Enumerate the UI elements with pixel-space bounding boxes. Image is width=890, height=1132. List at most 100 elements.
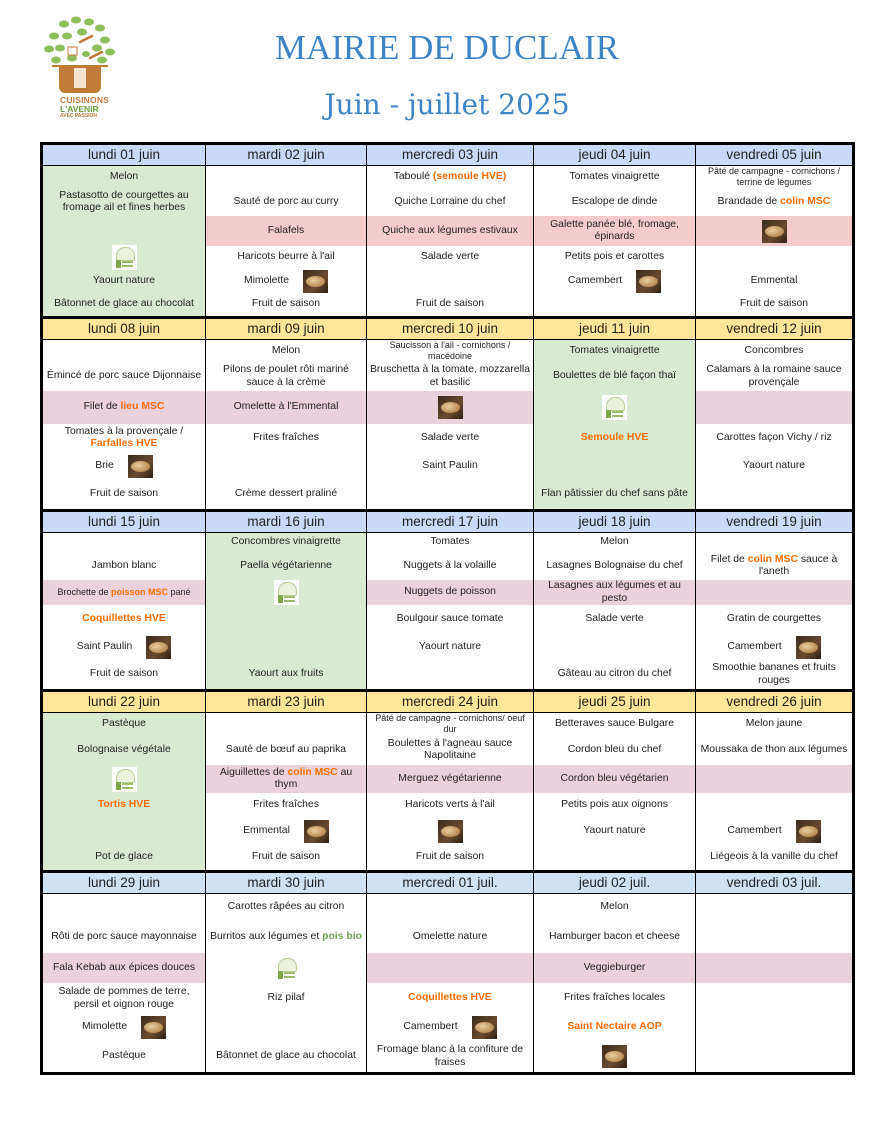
vegetarien-logo-icon bbox=[111, 766, 137, 792]
menu-item-text: Saint Paulin bbox=[422, 459, 478, 471]
day-header: lundi 22 juin bbox=[43, 692, 205, 712]
cheese-dairy: Emmental bbox=[206, 818, 366, 845]
menu-item-text: Melon bbox=[271, 344, 301, 356]
starter: Melon bbox=[206, 340, 366, 362]
menu-item-text: Frites fraîches bbox=[253, 799, 319, 811]
day-header: jeudi 02 juil. bbox=[533, 873, 695, 893]
day-column: Carottes râpées au citron Burritos aux lé… bbox=[205, 894, 366, 1072]
day-column: Melon Pastasotto de courgettes au fromage… bbox=[43, 166, 205, 316]
side-dish: Boulgour sauce tomate bbox=[367, 605, 533, 634]
menu-item-text: Sauté de porc au curry bbox=[233, 195, 339, 207]
menu-week: lundi 15 juin mardi 16 juin mercredi 17 ju… bbox=[43, 509, 852, 689]
menu-item-text: Bruschetta à la tomate, mozzarella et ba… bbox=[370, 364, 530, 388]
dessert: Fruit de saison bbox=[367, 293, 533, 316]
menu-item-text: Fruit de saison bbox=[251, 298, 321, 310]
menu-item-text-part: Brie bbox=[95, 459, 114, 471]
logo-text-line1: CUISINONS bbox=[60, 95, 110, 105]
main-dish: Bruschetta à la tomate, mozzarella et ba… bbox=[367, 362, 533, 391]
week-body: Pastèque Bolognaise végétale Tortis HVE Pot… bbox=[43, 713, 852, 870]
menu-item-text: Lasagnes Bolognaise du chef bbox=[546, 559, 683, 571]
menu-item-text: Gratin de courgettes bbox=[726, 613, 822, 625]
bread-icon bbox=[303, 269, 329, 293]
main-dish: Sauté de bœuf au paprika bbox=[206, 735, 366, 765]
dessert: Fruit de saison bbox=[43, 480, 205, 509]
bread-icon bbox=[602, 1045, 627, 1068]
cooking-pot-leaves-icon bbox=[44, 16, 115, 93]
vegetarien-logo-icon bbox=[273, 955, 299, 981]
bread-icon bbox=[437, 820, 463, 843]
side-dish bbox=[696, 983, 852, 1014]
menu-item-text: Mimolette bbox=[82, 1021, 127, 1034]
starter: Melon bbox=[43, 166, 205, 188]
side-dish: Tomates à la provençale / Farfalles HVE bbox=[43, 424, 205, 452]
dessert: Fruit de saison bbox=[43, 660, 205, 689]
day-header: vendredi 26 juin bbox=[695, 692, 852, 712]
dessert bbox=[534, 1041, 695, 1072]
side-dish: Petits pois aux oignons bbox=[534, 793, 695, 818]
menu-item-text-part: Saint Paulin bbox=[76, 640, 133, 652]
menu-item-text: Yaourt aux fruits bbox=[248, 668, 324, 680]
menu-item-text: Taboulé (semoule HVE) bbox=[394, 171, 507, 184]
starter: Carottes râpées au citron bbox=[206, 894, 366, 921]
cheese-dairy: Camembert bbox=[367, 1014, 533, 1041]
menu-item-text: Emmental bbox=[243, 825, 290, 838]
starter: Pâté de campagne - cornichons / terrine … bbox=[696, 166, 852, 188]
vegetarian-alternative: Lasagnes aux légumes et au pesto bbox=[534, 580, 695, 605]
vegetarian-alternative: Merguez végétarienne bbox=[367, 765, 533, 793]
week-header-row: lundi 15 juin mardi 16 juin mercredi 17 ju… bbox=[43, 512, 852, 533]
day-column: Melon Hamburger bacon et cheese Veggieburg… bbox=[533, 894, 695, 1072]
side-dish: Frites fraîches bbox=[206, 793, 366, 818]
main-dish: Boulettes de blé façon thaï bbox=[534, 362, 695, 391]
dessert bbox=[534, 293, 695, 316]
dessert: Pastèque bbox=[43, 1041, 205, 1072]
dessert bbox=[696, 480, 852, 509]
menu-item-text: Filet de colin MSC sauce à l'aneth bbox=[699, 554, 849, 579]
vegetarian-alternative bbox=[206, 953, 366, 983]
starter: Pastèque bbox=[43, 713, 205, 735]
menu-item-text: Fruit de saison bbox=[89, 488, 159, 500]
menu-item-text: Carottes râpées au citron bbox=[227, 901, 345, 913]
menu-item-text: Pilons de poulet rôti mariné sauce à la … bbox=[223, 364, 349, 388]
dessert bbox=[534, 845, 695, 870]
menu-item-text: Camembert bbox=[727, 641, 781, 654]
side-dish bbox=[696, 793, 852, 818]
side-dish: Salade de pommes de terre, persil et oig… bbox=[43, 983, 205, 1014]
menu-item-text: Saint Paulin bbox=[77, 641, 132, 654]
menu-item-text: Lasagnes aux légumes et au pesto bbox=[548, 580, 681, 604]
menu-item-text-part: sauce à l'aneth bbox=[758, 553, 838, 578]
label-highlight: Farfalles HVE bbox=[90, 438, 158, 449]
menu-week: lundi 22 juin mardi 23 juin mercredi 24 ju… bbox=[43, 689, 852, 870]
menu-item-text: Burritos aux légumes et pois bio bbox=[210, 931, 362, 944]
dessert: Fruit de saison bbox=[206, 845, 366, 870]
menu-item-text: Coquillettes HVE bbox=[82, 613, 166, 626]
menu-item-text: Camembert bbox=[568, 275, 622, 288]
menu-item-text: Omelette nature bbox=[412, 930, 488, 942]
vegetarian-alternative: Brochette de poisson MSC pané bbox=[43, 580, 205, 605]
label-highlight: colin MSC bbox=[780, 195, 831, 207]
bread-icon bbox=[795, 635, 821, 659]
day-header: vendredi 03 juil. bbox=[695, 873, 852, 893]
menu-item-text-part: Taboulé bbox=[393, 170, 433, 182]
vegetarien-logo-icon bbox=[602, 395, 627, 420]
menu-item-text-part: Camembert bbox=[727, 825, 782, 837]
day-header: lundi 29 juin bbox=[43, 873, 205, 893]
vegetarian-alternative bbox=[696, 391, 852, 424]
main-dish: Escalope de dinde bbox=[534, 188, 695, 216]
day-header: jeudi 25 juin bbox=[533, 692, 695, 712]
dessert: Smoothie bananes et fruits rouges bbox=[696, 660, 852, 689]
label-highlight: Coquillettes HVE bbox=[408, 992, 492, 1004]
day-column: Saucisson à l'ail - cornichons / macédoi… bbox=[366, 340, 533, 509]
dessert: Bâtonnet de glace au chocolat bbox=[206, 1041, 366, 1072]
menu-item-text: Boulettes de blé façon thaï bbox=[552, 370, 677, 382]
main-dish: Boulettes à l'agneau sauce Napolitaine bbox=[367, 735, 533, 765]
day-column: Melon Pilons de poulet rôti mariné sauce … bbox=[205, 340, 366, 509]
menu-item-text: Betteraves sauce Bulgare bbox=[555, 717, 674, 729]
menu-item-text: Filet de lieu MSC bbox=[84, 401, 165, 414]
menu-item-text-part: Saucisson à l'ail - cornichons / macédoi… bbox=[389, 340, 511, 361]
cheese-dairy: Mimolette bbox=[43, 1014, 205, 1041]
day-header: mardi 23 juin bbox=[205, 692, 366, 712]
day-column: Sauté de porc au curry Falafels Haricots b… bbox=[205, 166, 366, 316]
starter: Saucisson à l'ail - cornichons / macédoi… bbox=[367, 340, 533, 362]
starter: Pâté de campagne - cornichons/ oeuf dur bbox=[367, 713, 533, 735]
main-dish: Filet de colin MSC sauce à l'aneth bbox=[696, 552, 852, 580]
